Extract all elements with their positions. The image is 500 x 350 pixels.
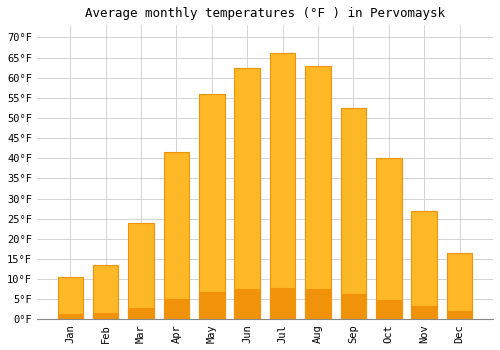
Bar [412, 306, 437, 320]
Bar [270, 288, 295, 320]
Bar [412, 211, 437, 320]
Bar [306, 65, 331, 320]
Bar [58, 314, 83, 320]
Bar [164, 152, 189, 320]
Bar [58, 277, 83, 320]
Bar [93, 313, 118, 320]
Bar [376, 300, 402, 320]
Bar [447, 253, 472, 320]
Bar [199, 94, 224, 320]
Bar [306, 289, 331, 320]
Bar [93, 265, 118, 320]
Bar [234, 68, 260, 320]
Title: Average monthly temperatures (°F ) in Pervomaysk: Average monthly temperatures (°F ) in Pe… [85, 7, 445, 20]
Bar [199, 292, 224, 320]
Bar [128, 308, 154, 320]
Bar [128, 223, 154, 320]
Bar [234, 289, 260, 320]
Bar [164, 299, 189, 320]
Bar [340, 108, 366, 320]
Bar [447, 312, 472, 320]
Bar [340, 294, 366, 320]
Bar [270, 54, 295, 320]
Bar [376, 158, 402, 320]
